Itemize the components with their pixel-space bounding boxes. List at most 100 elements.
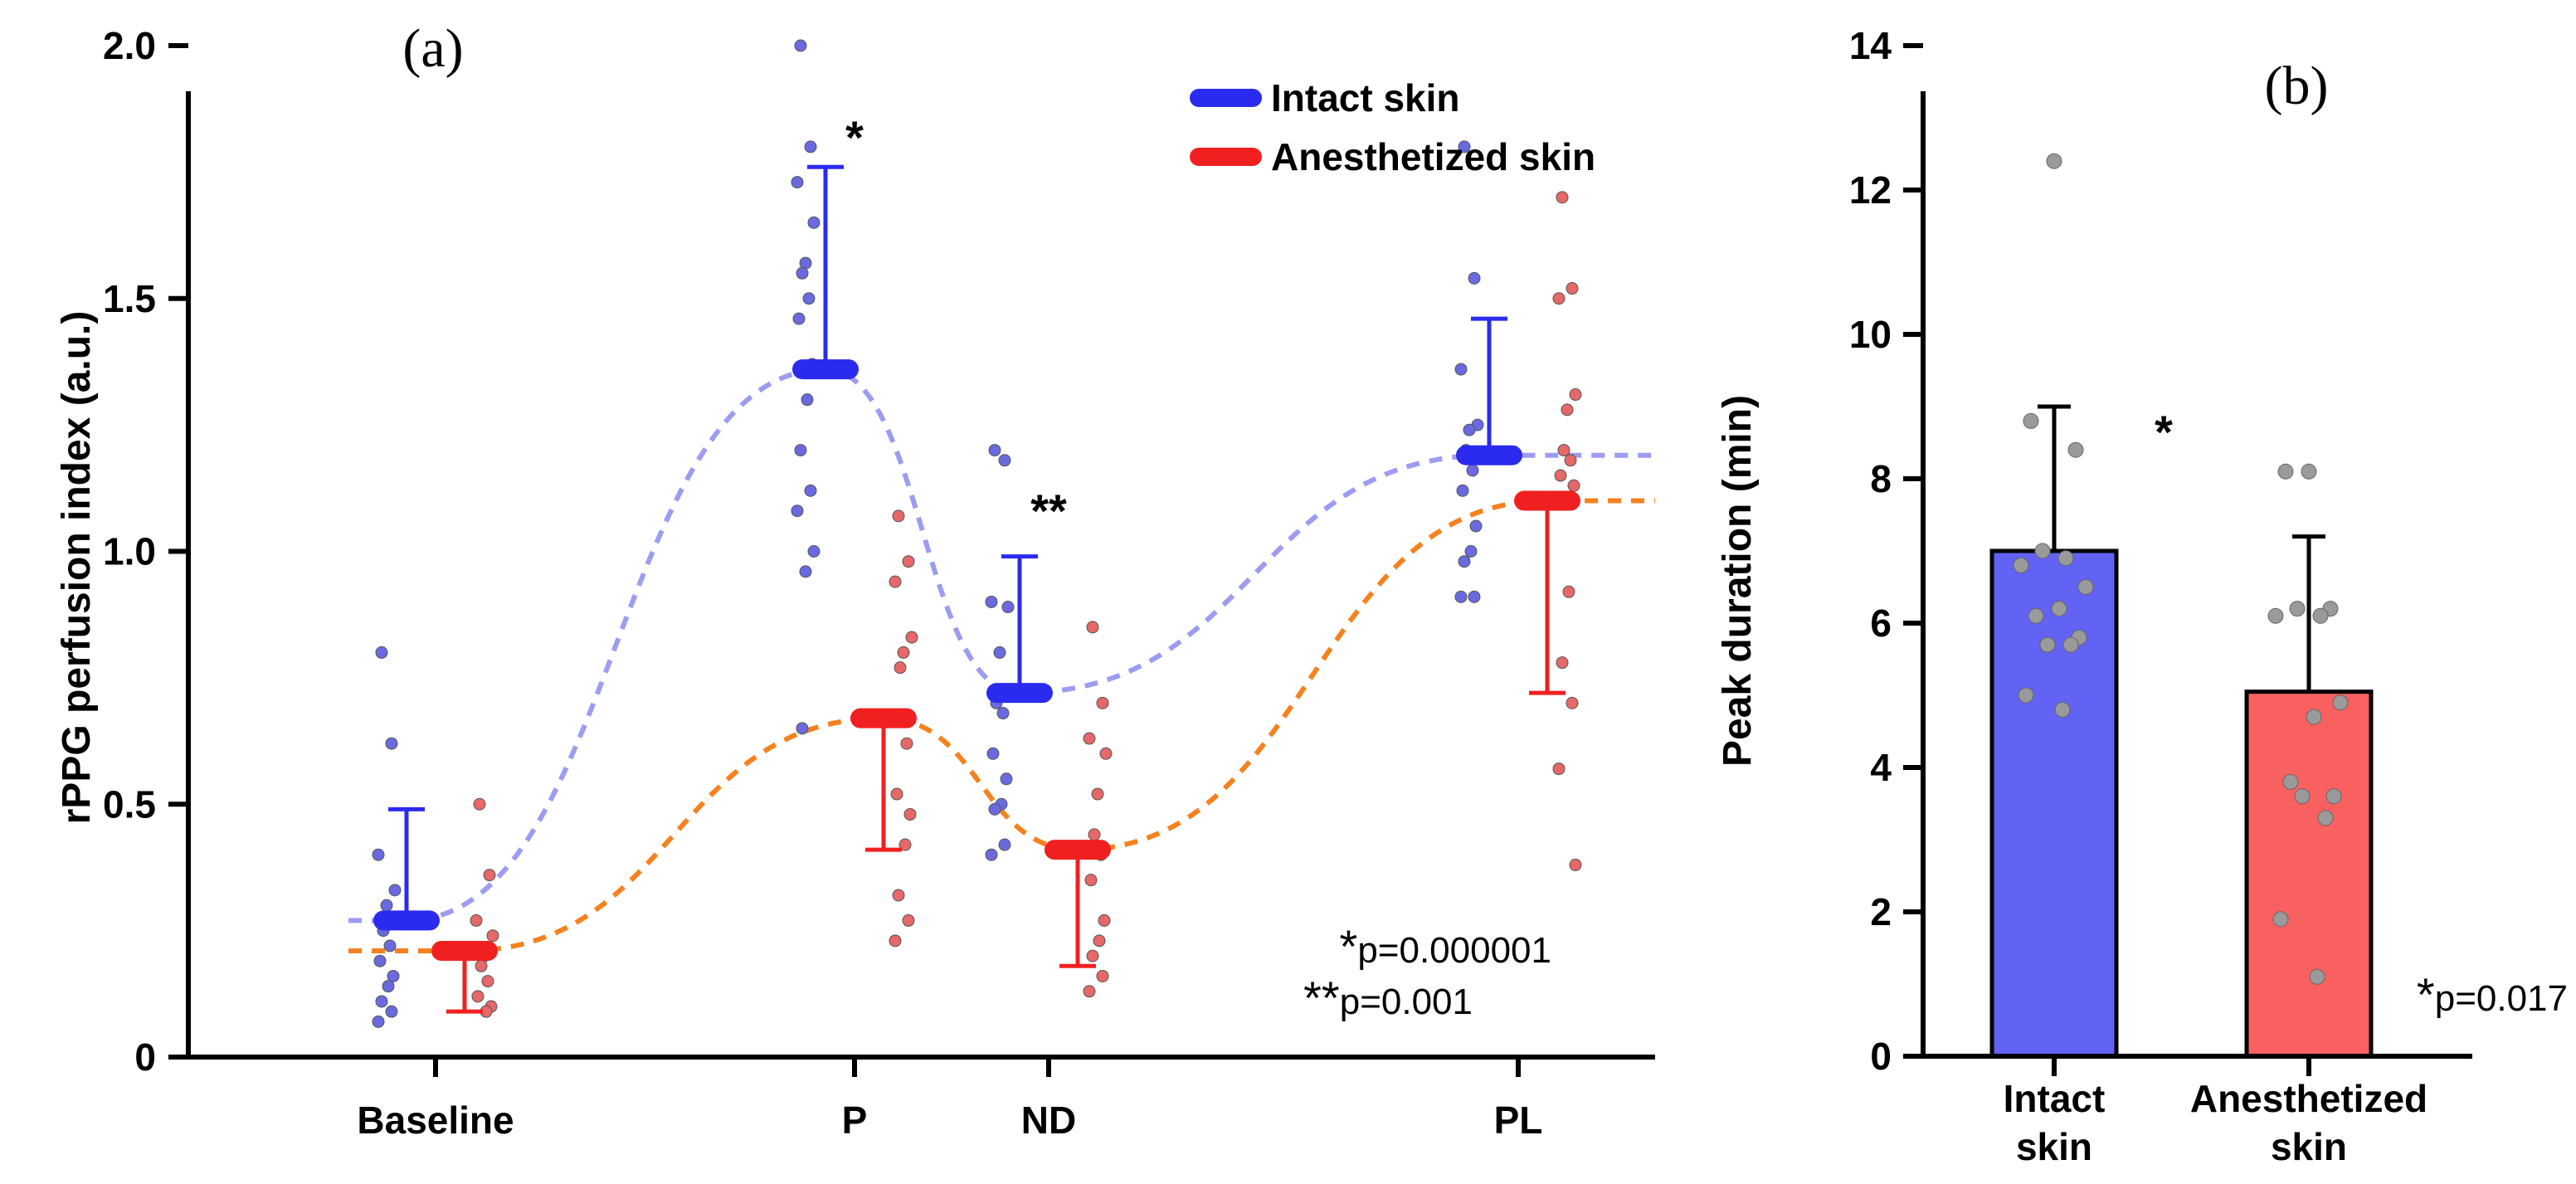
point-anesthetized xyxy=(1098,914,1111,927)
bar-point xyxy=(2277,463,2294,480)
point-intact xyxy=(988,802,1001,816)
panel-b-bars xyxy=(1989,548,2374,1059)
bar-point xyxy=(2023,412,2039,429)
bar-point xyxy=(2018,687,2034,704)
point-intact xyxy=(1456,484,1469,497)
point-intact xyxy=(1469,519,1483,533)
point-intact xyxy=(804,484,817,497)
point-anesthetized xyxy=(1566,696,1579,709)
bar-point xyxy=(2039,636,2056,653)
point-intact xyxy=(1001,601,1015,614)
point-intact xyxy=(993,646,1006,659)
x-tick-label: Anesthetized xyxy=(2190,1077,2427,1120)
point-anesthetized xyxy=(889,934,902,948)
point-anesthetized xyxy=(898,838,912,851)
p-value-1-text: p=0.000001 xyxy=(1357,930,1551,971)
panel-b-label: (b) xyxy=(2265,56,2329,116)
point-intact xyxy=(383,939,397,953)
panel-b-data-points xyxy=(2013,153,2349,985)
bar-point xyxy=(2013,557,2029,573)
point-anesthetized xyxy=(475,959,488,972)
panel-a-mean-markers xyxy=(373,359,1580,962)
panel-a-categories: Baseline P ND PL xyxy=(357,1057,1542,1142)
point-intact xyxy=(796,266,809,280)
point-intact xyxy=(794,444,807,457)
bar-point xyxy=(2034,543,2051,559)
panel-a-y-axis-label: rPPG perfusion index (a.u.) xyxy=(55,311,99,825)
panel-a-p-values: *p=0.000001 **p=0.001 xyxy=(1303,920,1551,1024)
point-intact xyxy=(988,444,1001,457)
point-intact xyxy=(791,176,804,189)
fit-curve-anesthetized xyxy=(348,498,1655,954)
x-tick-label: Intact xyxy=(2004,1077,2106,1120)
point-anesthetized xyxy=(470,914,483,927)
x-tick-label: ND xyxy=(1021,1099,1076,1142)
y-tick-label: 0 xyxy=(1870,1035,1892,1078)
panel-a: (a) rPPG perfusion index (a.u.) 0 0.5 1.0 1… xyxy=(55,18,1655,1142)
point-anesthetized xyxy=(903,807,917,821)
point-anesthetized xyxy=(1091,787,1104,801)
bar-point xyxy=(2028,607,2044,624)
point-intact xyxy=(792,312,806,325)
bar-point xyxy=(2289,601,2306,617)
point-anesthetized xyxy=(902,555,915,568)
point-intact xyxy=(804,140,817,153)
point-intact xyxy=(385,1005,398,1018)
bar-point xyxy=(2051,601,2067,617)
point-intact xyxy=(986,747,1000,760)
x-tick-label: skin xyxy=(2016,1125,2092,1168)
legend-label-anesthetized: Anesthetized skin xyxy=(1271,135,1595,178)
panel-b-y-title: Peak duration (min) xyxy=(1716,395,1760,767)
panel-a-error-bars xyxy=(388,164,1566,1014)
point-anesthetized xyxy=(473,797,486,811)
point-anesthetized xyxy=(1569,388,1582,402)
panel-b-error-bars xyxy=(2038,404,2325,692)
point-intact xyxy=(1468,590,1481,603)
y-tick-label: 0.5 xyxy=(103,782,156,826)
bar-point xyxy=(2312,607,2329,624)
point-anesthetized xyxy=(1093,934,1106,948)
point-anesthetized xyxy=(892,509,905,523)
p-value-2-stars: ** xyxy=(1303,972,1340,1024)
bar-point xyxy=(2294,788,2311,805)
y-tick-label: 14 xyxy=(1849,24,1892,67)
y-tick-label: 2 xyxy=(1870,890,1892,933)
bar-point xyxy=(2317,810,2334,826)
bar-point xyxy=(2054,701,2071,718)
point-anesthetized xyxy=(897,646,910,659)
bar-point xyxy=(2301,463,2317,480)
point-intact xyxy=(373,954,387,967)
point-anesthetized xyxy=(1096,696,1109,709)
point-intact xyxy=(998,454,1011,467)
point-intact xyxy=(1464,545,1478,558)
bar-point xyxy=(2057,550,2074,567)
p-value-1-stars: * xyxy=(1340,920,1358,972)
point-intact xyxy=(388,884,402,897)
point-anesthetized xyxy=(1557,444,1570,457)
point-intact xyxy=(387,969,400,982)
point-intact xyxy=(1458,140,1471,153)
point-anesthetized xyxy=(905,631,918,644)
point-anesthetized xyxy=(471,990,485,1003)
y-tick-label: 1.5 xyxy=(103,277,156,320)
point-intact xyxy=(801,393,814,407)
y-tick-label: 8 xyxy=(1870,457,1892,500)
point-intact xyxy=(1454,363,1468,376)
bar-point xyxy=(2062,636,2079,653)
p-value-1: *p=0.000001 xyxy=(1340,920,1551,972)
point-intact xyxy=(372,848,385,861)
point-anesthetized xyxy=(1099,747,1113,760)
point-anesthetized xyxy=(1561,403,1574,417)
point-intact xyxy=(1458,555,1471,568)
panel-a-y-title: rPPG perfusion index (a.u.) xyxy=(55,311,99,825)
bar-point xyxy=(2077,579,2094,595)
x-tick-label: PL xyxy=(1494,1099,1543,1142)
y-tick-label: 0 xyxy=(134,1035,156,1079)
point-anesthetized xyxy=(1088,828,1101,841)
bar-point xyxy=(2325,788,2342,805)
x-tick-label: P xyxy=(842,1099,868,1142)
bar-point xyxy=(2309,968,2325,985)
panel-b-p-value-stars: * xyxy=(2417,968,2435,1021)
point-anesthetized xyxy=(894,661,907,675)
point-anesthetized xyxy=(1567,479,1580,492)
